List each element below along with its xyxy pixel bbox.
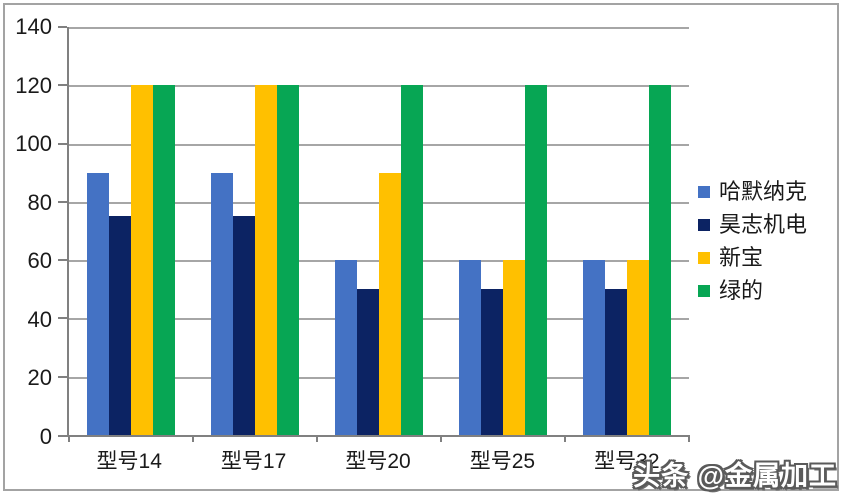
x-axis-category-label: 型号17 (220, 450, 287, 473)
bar-昊志机电 (109, 216, 131, 435)
x-axis-tick (316, 435, 318, 442)
bar-哈默纳克 (87, 172, 109, 435)
bars-layer (69, 27, 689, 435)
legend-item: 新宝 (698, 247, 807, 269)
bar-绿的 (525, 85, 547, 435)
bar-哈默纳克 (335, 260, 357, 435)
x-axis-category-label: 型号14 (96, 450, 162, 473)
x-axis-category-label: 型号32 (594, 450, 660, 473)
y-axis-tick-label: 140 (15, 14, 52, 39)
legend-label: 绿的 (719, 278, 764, 303)
y-axis-tick (58, 259, 67, 262)
bar-昊志机电 (605, 289, 627, 435)
legend-item: 昊志机电 (698, 214, 807, 236)
bar-新宝 (503, 260, 525, 435)
watermark: 头条 @金属加工 (633, 461, 837, 491)
y-axis-tick (58, 200, 67, 203)
bar-昊志机电 (233, 216, 255, 435)
legend-marker-icon (698, 285, 710, 297)
legend-marker-icon (698, 252, 710, 264)
x-axis-labels: 型号14 型号17 型号20 型号25 型号32 (67, 445, 689, 475)
legend-label: 昊志机电 (719, 212, 808, 237)
plot-area (58, 26, 690, 442)
x-axis-tick (688, 435, 690, 442)
bar-新宝 (131, 85, 153, 435)
bar-新宝 (379, 172, 401, 435)
y-axis-tick (58, 142, 67, 145)
bar-新宝 (255, 85, 277, 435)
gridline (69, 143, 689, 146)
x-axis-category-label: 型号25 (469, 450, 536, 473)
y-axis-tick-label: 120 (15, 72, 52, 98)
legend-item: 哈默纳克 (698, 181, 807, 203)
y-axis-tick-label: 60 (27, 248, 52, 274)
x-axis-tick (68, 435, 70, 442)
bar-昊志机电 (481, 289, 503, 435)
y-axis-tick-label: 0 (39, 424, 52, 449)
x-axis-tick (192, 435, 194, 442)
y-axis-tick (58, 435, 67, 437)
y-axis-tick (58, 26, 67, 28)
bar-哈默纳克 (459, 260, 481, 435)
bar-group (317, 27, 441, 435)
bar-绿的 (649, 85, 671, 435)
bar-绿的 (277, 85, 299, 435)
x-axis-category-label: 型号20 (345, 450, 411, 473)
y-axis-tick-label: 20 (27, 365, 52, 391)
y-axis-tick-label: 100 (15, 131, 52, 157)
y-axis-tick-label: 40 (27, 306, 52, 332)
y-axis-labels: 0 20 40 60 80 100 120 140 (0, 16, 52, 448)
legend-label: 哈默纳克 (719, 179, 808, 204)
bar-昊志机电 (357, 289, 379, 435)
legend-marker-icon (698, 186, 710, 198)
x-axis-tick (440, 435, 442, 442)
bar-group (565, 27, 689, 435)
y-axis-tick (58, 375, 67, 378)
gridline (69, 85, 689, 88)
y-axis-tick-label: 80 (27, 189, 52, 215)
bar-哈默纳克 (583, 260, 605, 435)
legend-marker-icon (698, 219, 710, 231)
bar-group (69, 27, 193, 435)
legend: 哈默纳克昊志机电新宝绿的 (698, 181, 807, 302)
legend-item: 绿的 (698, 280, 807, 302)
legend-label: 新宝 (719, 245, 764, 270)
bar-哈默纳克 (211, 172, 233, 435)
x-axis-tick (564, 435, 566, 442)
gridline (69, 27, 689, 29)
y-axis-tick (58, 84, 67, 87)
bar-group (441, 27, 565, 435)
y-axis-tick (58, 317, 67, 320)
bar-group (193, 27, 317, 435)
bar-绿的 (401, 85, 423, 435)
bar-新宝 (627, 260, 649, 435)
bar-绿的 (153, 85, 175, 435)
